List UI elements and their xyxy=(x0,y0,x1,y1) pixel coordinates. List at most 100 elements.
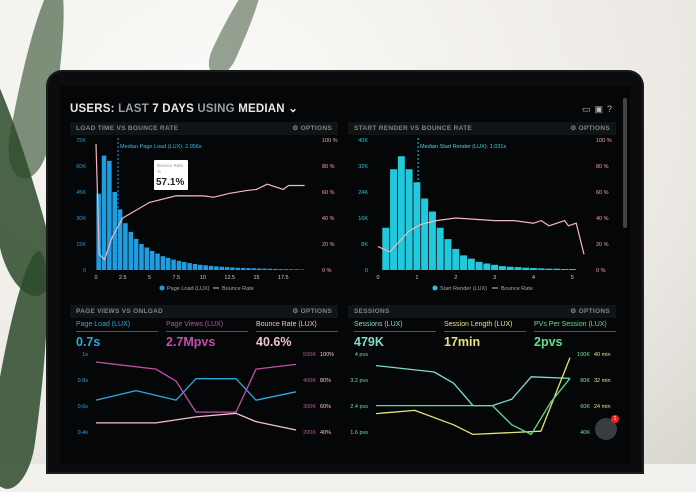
y3-tick-label: 32 min xyxy=(594,378,611,384)
histogram-bar xyxy=(155,253,160,270)
histogram-bar xyxy=(405,169,413,270)
y-tick-label: 0 xyxy=(83,268,86,274)
panel-header-pageviews: PAGE VIEWS VS ONLOAD ⚙ OPTIONS xyxy=(70,305,338,318)
series-line xyxy=(95,361,297,413)
legend-label: Page Load (LUX) xyxy=(167,286,210,292)
panel-title: LOAD TIME VS BOUNCE RATE xyxy=(76,125,179,132)
x-tick-label: 5 xyxy=(571,275,574,281)
histogram-bar xyxy=(545,268,553,270)
metric-label: Page Load (LUX) xyxy=(76,321,158,332)
y-tick-label: 30K xyxy=(76,216,86,222)
y2-tick-label: 500K xyxy=(303,352,316,358)
histogram-bar xyxy=(112,192,117,270)
histogram-bar xyxy=(491,264,499,270)
options-button[interactable]: ⚙ OPTIONS xyxy=(570,308,610,315)
notification-badge: 1 xyxy=(611,415,619,423)
histogram-bar xyxy=(397,156,405,270)
toolbar-icons: ▭▣? xyxy=(582,104,616,115)
histogram-bar xyxy=(537,268,545,270)
histogram-bar xyxy=(101,155,107,270)
histogram-bar xyxy=(460,255,467,270)
histogram-bar xyxy=(428,211,436,270)
options-button[interactable]: ⚙ OPTIONS xyxy=(292,308,332,315)
chat-button[interactable]: 1 xyxy=(595,415,619,440)
histogram-bar xyxy=(235,267,241,270)
x-tick-label: 4 xyxy=(532,275,535,281)
y3-tick-label: 80% xyxy=(320,378,331,384)
scrollbar[interactable] xyxy=(623,98,627,228)
tooltip: Bounce Rate % 57.1% xyxy=(154,160,188,190)
y2-tick-label: 0 % xyxy=(322,268,332,274)
y2-tick-label: 100 % xyxy=(322,138,338,144)
histogram-bar xyxy=(561,269,569,270)
metric-value: 40.6% xyxy=(256,335,292,349)
histogram-bar xyxy=(272,268,278,270)
histogram-bar xyxy=(208,265,214,270)
histogram-bar xyxy=(219,266,224,270)
median-label: Median Page Load (LUX): 2.056s xyxy=(120,144,202,150)
monitor-icon[interactable]: ▭ xyxy=(581,104,595,114)
y-tick-label: 60K xyxy=(76,164,86,170)
legend-swatch xyxy=(159,285,165,291)
x-tick-label: 0 xyxy=(94,275,97,281)
help-icon[interactable]: ? xyxy=(606,104,616,114)
histogram-bar xyxy=(568,269,576,270)
y-tick-label: 15K xyxy=(76,242,86,248)
histogram-bar xyxy=(467,258,475,270)
histogram-bar xyxy=(475,261,483,270)
metric-value: 17min xyxy=(444,335,481,349)
panel-title: SESSIONS xyxy=(354,308,390,315)
options-button[interactable]: ⚙ OPTIONS xyxy=(292,125,332,132)
metric-label: Sessions (LUX) xyxy=(354,321,436,332)
series-line xyxy=(95,378,297,401)
x-tick-label: 0 xyxy=(376,275,379,281)
histogram-bar xyxy=(289,269,294,270)
histogram-bar xyxy=(278,269,283,270)
histogram-bar xyxy=(514,267,522,270)
y-tick-label: 2.4 pvs xyxy=(350,404,368,410)
legend-load: Page Load (LUX) Bounce Rate xyxy=(159,285,254,292)
histogram-bar xyxy=(299,269,305,270)
chevron-down-icon[interactable]: ⌄ xyxy=(288,103,299,115)
panel-header-render: START RENDER VS BOUNCE RATE ⚙ OPTIONS xyxy=(348,122,616,135)
x-tick-label: 12.5 xyxy=(224,275,235,281)
x-tick-label: 7.5 xyxy=(172,275,180,281)
histogram-bar xyxy=(553,268,561,270)
y2-tick-label: 40K xyxy=(580,430,590,436)
histogram-bar xyxy=(139,244,144,270)
metric-label: Session Length (LUX) xyxy=(444,321,526,332)
tooltip-label: Bounce Rate xyxy=(157,163,184,168)
histogram-bar xyxy=(149,250,155,270)
y2-tick-label: 300K xyxy=(303,404,316,410)
y2-tick-label: 20 % xyxy=(322,242,335,248)
histogram-bar xyxy=(176,260,182,270)
window-icon[interactable]: ▣ xyxy=(594,104,607,114)
histogram-bar xyxy=(262,268,267,270)
legend-swatch xyxy=(432,285,438,291)
title-text: LAST xyxy=(118,103,149,115)
x-tick-label: 2.5 xyxy=(119,275,127,281)
x-tick-label: 17.5 xyxy=(278,275,289,281)
histogram-bar xyxy=(436,227,444,270)
y2-tick-label: 40 % xyxy=(322,216,335,222)
title-text: USING xyxy=(197,103,235,115)
page-title[interactable]: USERS: LAST 7 DAYS USING MEDIAN ⌄ xyxy=(70,101,298,115)
x-tick-label: 2 xyxy=(454,275,457,281)
y2-tick-label: 80K xyxy=(580,378,590,384)
y-tick-label: 0.8s xyxy=(78,378,89,384)
options-button[interactable]: ⚙ OPTIONS xyxy=(570,125,610,132)
y-tick-label: 3.2 pvs xyxy=(350,378,368,384)
title-prefix: USERS: xyxy=(70,103,115,115)
y-tick-label: 24K xyxy=(358,190,368,196)
histogram-bar xyxy=(230,267,235,270)
histogram-bar xyxy=(160,256,166,270)
histogram-bar xyxy=(240,267,246,270)
histogram-bar xyxy=(117,209,123,270)
histogram-bar xyxy=(128,231,134,270)
histogram-bar xyxy=(267,268,273,270)
y-tick-label: 4 pvs xyxy=(355,352,368,358)
y-tick-label: 0 xyxy=(365,268,368,274)
histogram-bar xyxy=(382,227,390,270)
bounce-rate-line xyxy=(377,217,585,255)
histogram-bar xyxy=(444,239,452,270)
